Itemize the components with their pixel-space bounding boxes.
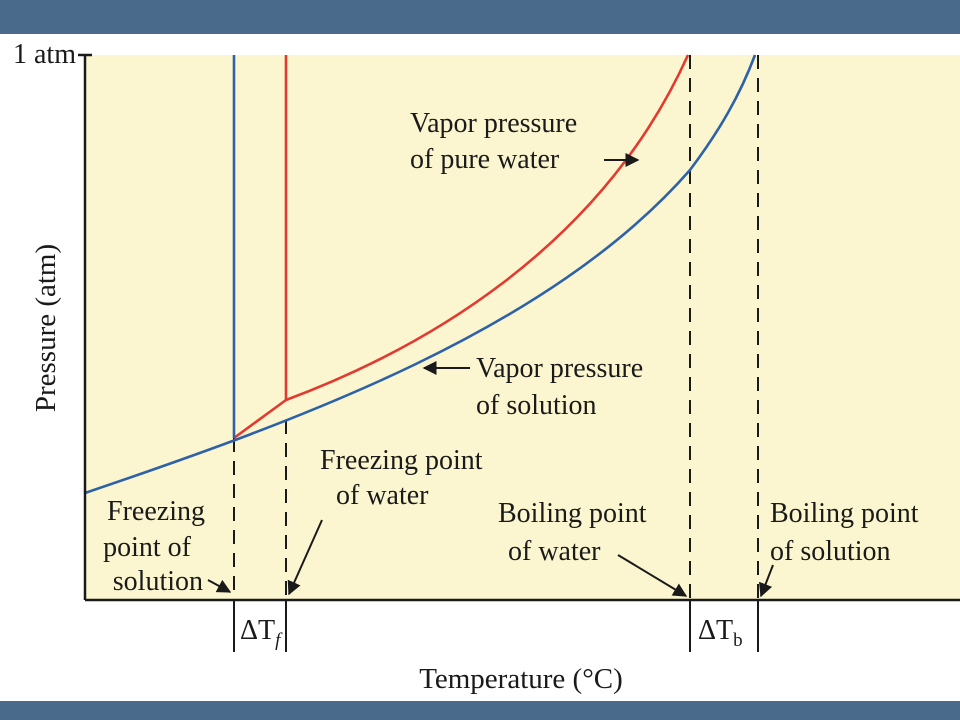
boiling-water-arrow [617, 554, 688, 597]
top-band [0, 0, 960, 34]
pure-water-vapor-curve [233, 54, 690, 440]
x-axis-label: Temperature (°C) [419, 663, 623, 695]
delta-tf-symbol: ΔT [240, 615, 275, 646]
freezing-water-arrow [287, 519, 323, 596]
y-tick-label: 1 atm [13, 39, 76, 70]
delta-tf-label: ΔTf [240, 615, 283, 651]
y-axis-label: Pressure (atm) [30, 244, 62, 412]
bottom-band [0, 701, 960, 720]
delta-tb-label: ΔTb [698, 615, 743, 651]
delta-tf-subscript: f [275, 630, 283, 651]
delta-tb-symbol: ΔT [698, 615, 733, 646]
vapor-pure-label: Vapor pressure of pure water [410, 108, 584, 175]
solution-vapor-curve [84, 54, 757, 495]
freezing-solution-arrow [207, 579, 232, 593]
boiling-solution-arrow [759, 564, 774, 598]
dashed-lines [233, 55, 759, 600]
boiling-solution-label: Boiling point of solution [770, 498, 926, 567]
plot-area [85, 55, 960, 600]
freezing-solution-label: Freezing point of solution [103, 496, 212, 597]
delta-tb-subscript: b [733, 630, 743, 651]
freezing-water-label: Freezing point of water [320, 445, 490, 511]
boiling-water-label: Boiling point of water [498, 498, 654, 567]
vapor-solution-label: Vapor pressure of solution [476, 353, 650, 421]
